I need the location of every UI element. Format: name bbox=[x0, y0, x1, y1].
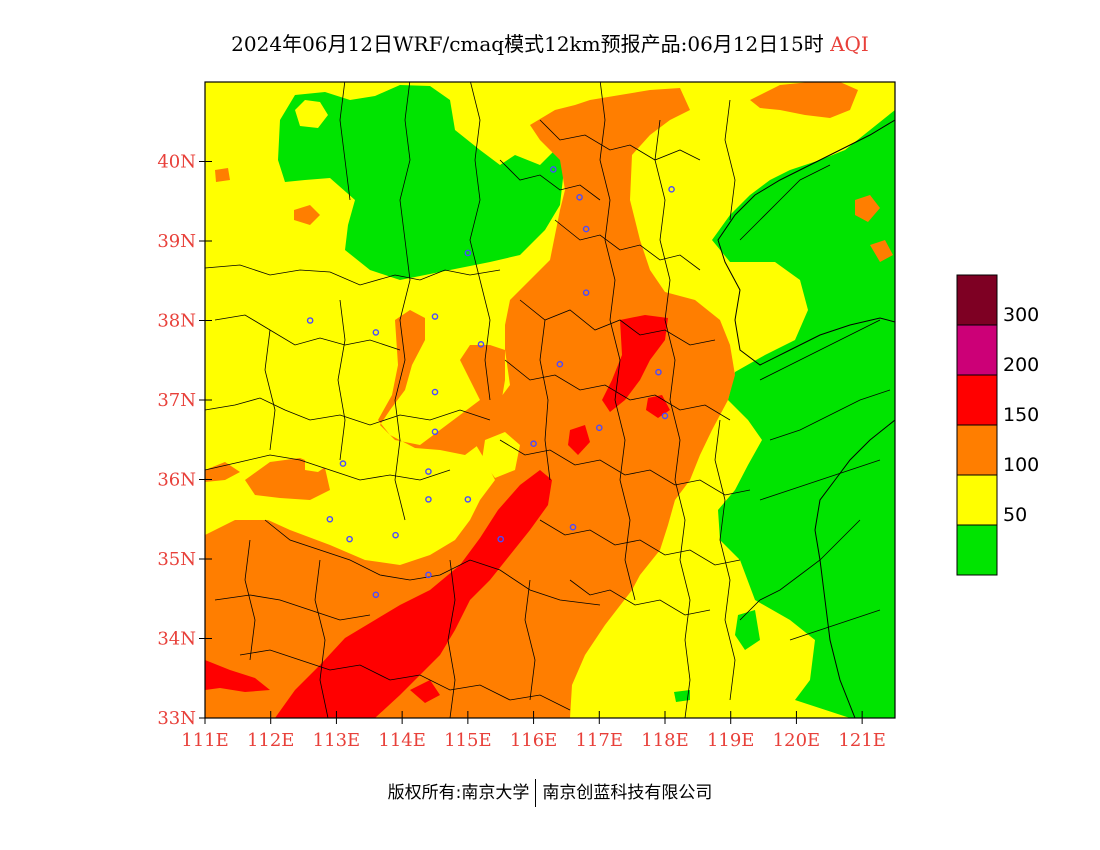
city-marker bbox=[549, 166, 557, 173]
aqi-zone-orange-main bbox=[205, 88, 735, 718]
legend-label: 50 bbox=[1003, 504, 1027, 526]
aqi-zone-orange-spot-nw bbox=[294, 205, 320, 225]
aqi-zone-red-spot-2 bbox=[568, 425, 590, 455]
aqi-zone-orange-west-edge bbox=[205, 462, 240, 482]
city-marker bbox=[576, 193, 583, 201]
legend-swatch bbox=[956, 424, 998, 476]
legend-swatch bbox=[956, 374, 998, 426]
city-marker bbox=[477, 341, 485, 348]
legend-label: 100 bbox=[1003, 454, 1039, 476]
page-title: 2024年06月12日WRF/cmaq模式12km预报产品:06月12日15时 … bbox=[0, 28, 1100, 57]
lat-tick-label: 38N bbox=[157, 311, 196, 332]
city-marker bbox=[431, 313, 439, 320]
legend: 50 100 150 200 300 bbox=[956, 274, 1039, 576]
lon-tick-label: 111E bbox=[181, 730, 229, 751]
title-main: 2024年06月12日WRF/cmaq模式12km预报产品:06月12日15时 bbox=[231, 32, 824, 56]
city-marker bbox=[431, 388, 439, 396]
aqi-zone-green-sea bbox=[712, 110, 895, 718]
city-marker bbox=[530, 440, 537, 448]
aqi-zone-red-spot-3 bbox=[410, 680, 440, 703]
legend-swatch bbox=[956, 274, 998, 326]
lat-tick-label: 39N bbox=[157, 231, 196, 252]
aqi-zone-green-spot-1 bbox=[735, 610, 760, 650]
aqi-zone-yellow-island-1 bbox=[482, 432, 520, 478]
city-markers bbox=[306, 166, 675, 599]
lon-tick-label: 116E bbox=[510, 730, 558, 751]
aqi-zone-red-hebei bbox=[602, 315, 668, 412]
footer-company: 南京创蓝科技有限公司 bbox=[542, 783, 713, 803]
aqi-zone-green-north bbox=[278, 85, 565, 280]
aqi-zone-green-spot-2 bbox=[674, 690, 690, 702]
legend-swatch bbox=[956, 524, 998, 576]
city-marker bbox=[464, 496, 472, 503]
admin-boundaries bbox=[205, 82, 891, 718]
legend-label: 200 bbox=[1003, 354, 1039, 376]
coastline-south bbox=[814, 419, 895, 718]
city-marker bbox=[556, 360, 564, 368]
city-marker bbox=[661, 412, 669, 420]
lat-axis: 33N 34N 35N 36N 37N 38N 39N 40N bbox=[157, 152, 212, 729]
footer-separator bbox=[535, 779, 537, 807]
lat-tick-label: 33N bbox=[157, 708, 196, 729]
aqi-zone-orange-spot-w bbox=[215, 168, 230, 182]
city-marker bbox=[569, 523, 577, 531]
aqi-zone-orange-northeast bbox=[750, 82, 858, 118]
city-marker bbox=[595, 424, 603, 432]
aqi-field bbox=[205, 82, 895, 718]
lat-tick-label: 35N bbox=[157, 549, 196, 570]
footer-copyright: 版权所有:南京大学 bbox=[387, 783, 530, 803]
aqi-zone-orange-spot-se bbox=[870, 240, 893, 262]
city-marker bbox=[464, 249, 472, 257]
city-marker bbox=[425, 571, 432, 579]
lon-tick-label: 121E bbox=[838, 730, 886, 751]
legend-swatch bbox=[956, 324, 998, 376]
lat-tick-label: 34N bbox=[157, 629, 196, 650]
lon-tick-label: 113E bbox=[313, 730, 361, 751]
city-marker bbox=[306, 317, 314, 324]
lat-tick-label: 40N bbox=[157, 152, 196, 173]
legend-swatch bbox=[956, 474, 998, 526]
city-marker bbox=[339, 460, 347, 467]
lon-axis: 111E 112E 113E 114E 115E 116E 117E 118E 119E 120E… bbox=[181, 711, 886, 751]
lon-tick-label: 119E bbox=[707, 730, 755, 751]
aqi-zone-orange-shanxi bbox=[378, 310, 505, 455]
footer: 版权所有:南京大学 南京创蓝科技有限公司 bbox=[0, 778, 1100, 807]
aqi-zone-green-nw-island bbox=[295, 100, 328, 128]
lon-tick-label: 112E bbox=[247, 730, 295, 751]
legend-label: 150 bbox=[1003, 404, 1039, 426]
coastline bbox=[717, 119, 895, 366]
city-marker bbox=[668, 186, 675, 193]
lon-tick-label: 117E bbox=[576, 730, 624, 751]
city-marker bbox=[655, 368, 662, 376]
legend-label: 300 bbox=[1003, 304, 1039, 326]
lon-tick-label: 115E bbox=[444, 730, 492, 751]
city-marker bbox=[431, 428, 439, 436]
city-marker bbox=[497, 535, 505, 543]
city-marker bbox=[392, 531, 399, 539]
city-marker bbox=[582, 225, 590, 233]
lon-tick-label: 114E bbox=[378, 730, 426, 751]
city-marker bbox=[372, 591, 380, 599]
city-marker bbox=[346, 535, 353, 543]
lat-tick-label: 36N bbox=[157, 470, 196, 491]
city-marker bbox=[425, 496, 432, 503]
aqi-zone-orange-spot-coast bbox=[855, 195, 880, 222]
aqi-zone-red-southwest bbox=[205, 660, 270, 692]
title-variable: AQI bbox=[830, 32, 869, 56]
city-marker bbox=[326, 515, 334, 523]
lon-tick-label: 118E bbox=[641, 730, 689, 751]
city-marker bbox=[582, 289, 590, 296]
city-marker bbox=[372, 329, 380, 336]
aqi-zone-red-central bbox=[275, 470, 552, 718]
city-marker bbox=[425, 468, 432, 475]
lon-tick-label: 120E bbox=[773, 730, 821, 751]
lat-tick-label: 37N bbox=[157, 390, 196, 411]
